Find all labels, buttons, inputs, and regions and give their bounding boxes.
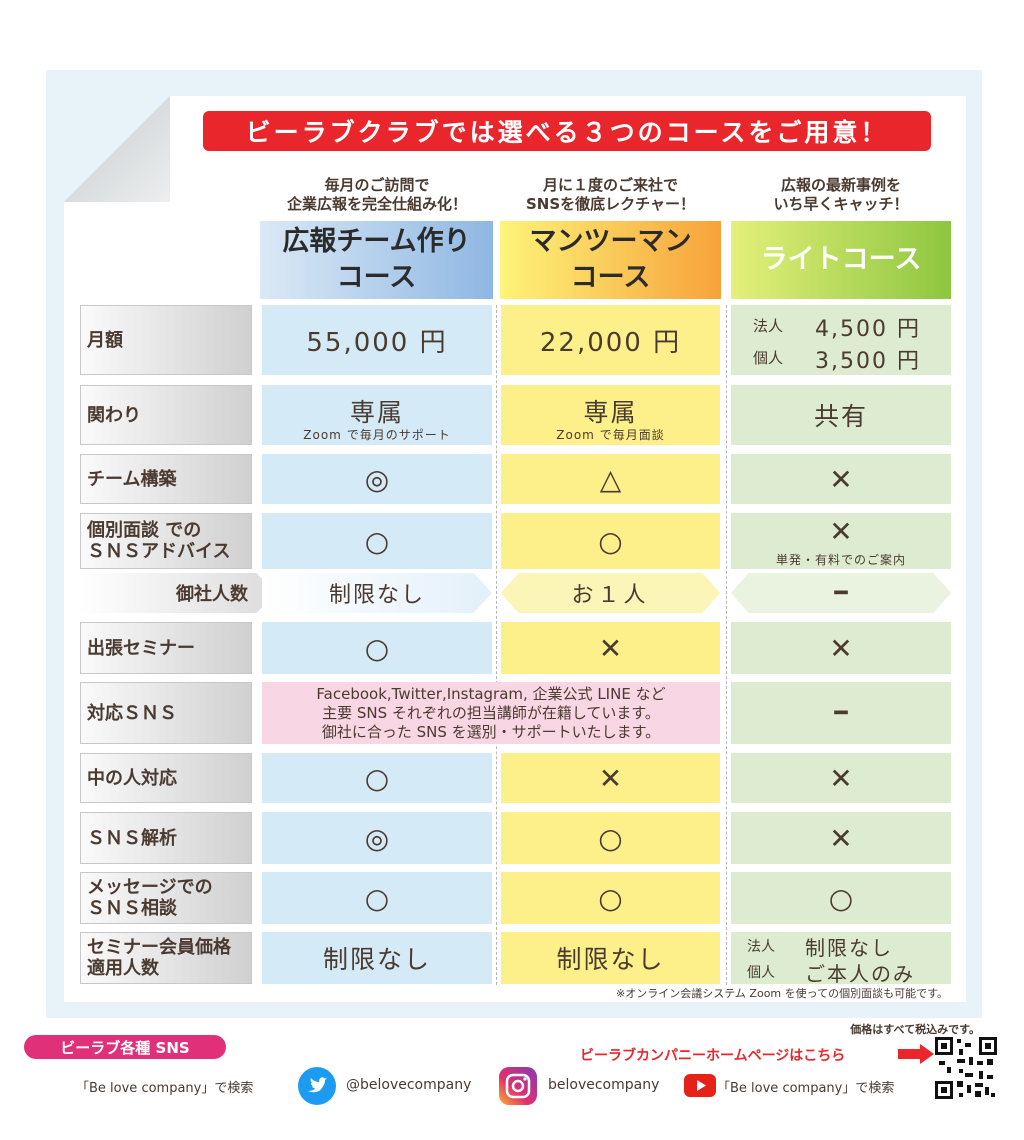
price-type-corporate: 法人: [753, 317, 784, 335]
cell-team-plan1: ◎: [262, 454, 492, 504]
individual-mark: ✕: [829, 515, 853, 548]
cell-team-plan3: ✕: [731, 454, 951, 504]
instagram-handle: belovecompany: [548, 1077, 660, 1093]
involvement-value: 専属: [583, 398, 638, 427]
tagline-plan1: 毎月のご訪問で 企業広報を完全仕組み化！: [286, 176, 467, 213]
cell-team-plan2: △: [501, 454, 720, 504]
cell-people-plan1: 制限なし: [262, 573, 492, 613]
cell-monthly-plan1: 55,000 円: [262, 305, 492, 375]
member-individual: ご本人のみ: [805, 962, 915, 986]
cell-member-plan3: 法人 制限なし 個人 ご本人のみ: [731, 932, 951, 986]
cell-seminar-plan2: ✕: [501, 622, 720, 674]
cell-inside-plan2: ✕: [501, 753, 720, 803]
tax-note: 価格はすべて税込みです。: [850, 1023, 980, 1036]
cell-seminar-plan1: ○: [262, 622, 492, 674]
price-individual: 3,500 円: [815, 349, 921, 374]
row-label-individual: 個別面談 での ＳＮＳアドバイス: [80, 513, 252, 569]
cell-people-plan3: ━: [731, 573, 951, 613]
homepage-link[interactable]: ビーラブカンパニーホームページはこちら: [580, 1048, 846, 1064]
row-label-sns: 対応ＳＮＳ: [80, 682, 252, 744]
cell-involvement-plan3: 共有: [731, 385, 951, 445]
cell-sns-plan3: ━: [731, 682, 951, 744]
plan-header-light: ライトコース: [731, 221, 951, 299]
cell-individual-plan2: ○: [501, 513, 720, 569]
cell-analysis-plan2: ○: [501, 812, 720, 864]
row-label-monthly: 月額: [80, 305, 252, 375]
cell-message-plan3: ○: [731, 872, 951, 924]
cell-analysis-plan3: ✕: [731, 812, 951, 864]
row-label-message: メッセージでの ＳＮＳ相談: [80, 872, 252, 924]
member-type-corporate: 法人: [747, 939, 775, 955]
column-divider: [726, 305, 727, 985]
column-divider: [496, 305, 497, 985]
cell-member-plan1: 制限なし: [262, 932, 492, 984]
price-corporate: 4,500 円: [815, 317, 921, 342]
involvement-value: 専属: [349, 398, 404, 427]
cell-message-plan2: ○: [501, 872, 720, 924]
search-text-2: 「Be love company」で検索: [717, 1081, 895, 1096]
row-label-member: セミナー会員価格 適用人数: [80, 932, 252, 984]
cell-monthly-plan2: 22,000 円: [501, 305, 720, 375]
row-label-people: 御社人数: [80, 573, 276, 613]
search-text-1: 「Be love company」で検索: [76, 1081, 254, 1096]
twitter-handle: @belovecompany: [346, 1077, 472, 1093]
involvement-note: Zoom で毎月面談: [556, 428, 665, 442]
cell-involvement-plan1: 専属 Zoom で毎月のサポート: [262, 385, 492, 445]
zoom-note: ※オンライン会議システム Zoom を使っての個別面談も可能です。: [616, 987, 948, 1000]
arrow-right-icon: [898, 1044, 934, 1064]
row-label-inside: 中の人対応: [80, 753, 252, 803]
row-label-team: チーム構築: [80, 454, 252, 504]
member-type-individual: 個人: [747, 965, 775, 981]
tagline-plan3: 広報の最新事例を いち早くキャッチ！: [773, 176, 909, 213]
twitter-icon[interactable]: [298, 1067, 336, 1105]
individual-note: 単発・有料でのご案内: [775, 553, 906, 567]
youtube-icon[interactable]: [684, 1074, 716, 1097]
sns-badge: ビーラブ各種 SNS: [24, 1035, 226, 1059]
row-label-involvement: 関わり: [80, 385, 252, 445]
row-label-seminar: 出張セミナー: [80, 622, 252, 674]
cell-member-plan2: 制限なし: [501, 932, 720, 984]
cell-inside-plan3: ✕: [731, 753, 951, 803]
qr-code-icon[interactable]: [935, 1037, 997, 1099]
cell-involvement-plan2: 専属 Zoom で毎月面談: [501, 385, 720, 445]
instagram-icon[interactable]: [499, 1067, 537, 1105]
cell-inside-plan1: ○: [262, 753, 492, 803]
plan-header-team: 広報チーム作り コース: [260, 221, 493, 299]
cell-monthly-plan3: 法人 4,500 円 個人 3,500 円: [731, 305, 951, 375]
row-label-analysis: ＳＮＳ解析: [80, 812, 252, 864]
member-corporate: 制限なし: [805, 936, 893, 960]
headline-banner: ビーラブクラブでは選べる３つのコースをご用意！: [203, 111, 931, 151]
cell-individual-plan1: ○: [262, 513, 492, 569]
price-type-individual: 個人: [753, 349, 784, 367]
cell-individual-plan3: ✕ 単発・有料でのご案内: [731, 513, 951, 569]
cell-sns-combined: Facebook,Twitter,Instagram, 企業公式 LINE など…: [262, 682, 720, 744]
plan-header-mantoman: マンツーマン コース: [500, 221, 721, 299]
cell-analysis-plan1: ◎: [262, 812, 492, 864]
cell-people-plan2: お１人: [501, 573, 720, 613]
tagline-plan2: 月に１度のご来社で SNSを徹底レクチャー！: [525, 176, 695, 213]
cell-seminar-plan3: ✕: [731, 622, 951, 674]
involvement-note: Zoom で毎月のサポート: [303, 428, 451, 442]
cell-message-plan1: ○: [262, 872, 492, 924]
page-fold-corner: [64, 96, 170, 202]
